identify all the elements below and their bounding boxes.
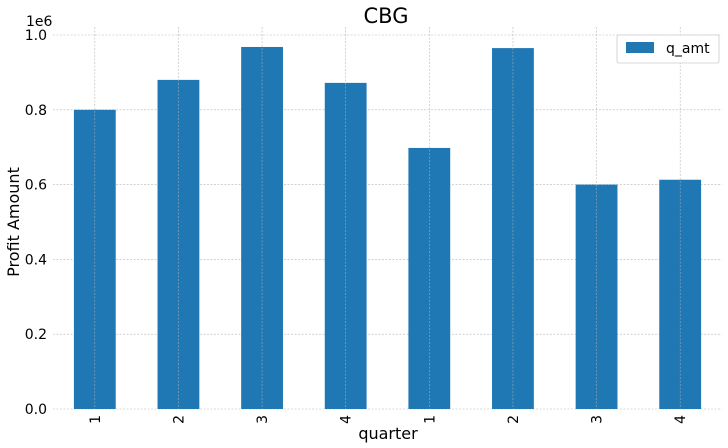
x-axis-label: quarter <box>358 424 418 443</box>
y-tick-label: 0.6 <box>25 178 47 194</box>
x-tick-label: 3 <box>255 415 271 424</box>
x-tick-label: 3 <box>590 415 606 424</box>
vertical-grid <box>94 27 681 409</box>
y-axis-label: Profit Amount <box>4 167 23 277</box>
y-tick-label: 0.8 <box>25 103 47 119</box>
legend-label: q_amt <box>666 41 710 57</box>
x-tick-label: 1 <box>88 415 104 424</box>
y-tick-label: 0.4 <box>25 252 47 268</box>
x-tick-label: 2 <box>171 415 187 424</box>
legend-swatch <box>626 42 654 53</box>
x-tick-label: 4 <box>339 415 355 424</box>
y-tick-label: 0.2 <box>25 327 47 343</box>
y-axis-offset-label: 1e6 <box>26 14 53 30</box>
x-tick-label: 2 <box>506 415 522 424</box>
bars <box>73 46 702 410</box>
y-axis-ticks: 0.0 0.2 0.4 0.6 0.8 1.0 <box>25 28 47 418</box>
grid <box>53 34 722 410</box>
x-axis-ticks: 1 2 3 4 1 2 3 4 <box>88 415 689 424</box>
x-tick-label: 4 <box>673 415 689 424</box>
y-tick-label: 1.0 <box>25 28 47 44</box>
legend: q_amt <box>616 34 720 64</box>
chart-title: CBG <box>364 4 409 28</box>
bar <box>408 147 451 409</box>
x-tick-label: 1 <box>422 415 438 424</box>
y-tick-label: 0.0 <box>25 402 47 418</box>
